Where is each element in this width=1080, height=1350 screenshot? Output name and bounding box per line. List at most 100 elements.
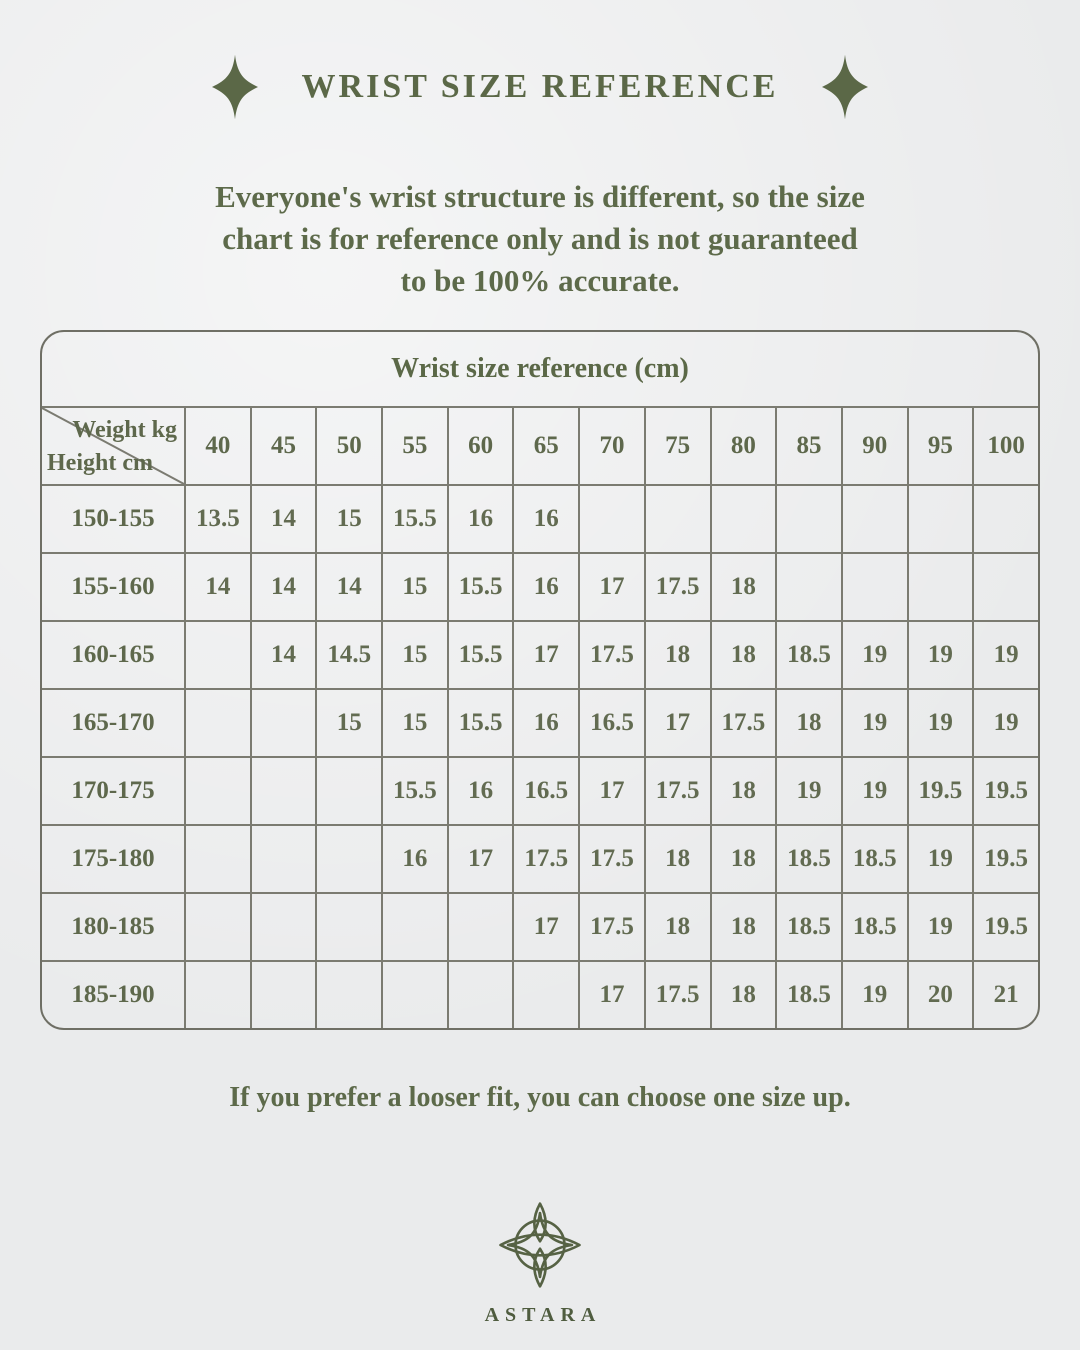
intro-line: chart is for reference only and is not g… <box>222 221 858 256</box>
size-cell: 19 <box>840 688 909 758</box>
size-cell: 18 <box>709 756 778 826</box>
weight-col-header: 75 <box>643 406 712 486</box>
size-cell <box>249 688 318 758</box>
size-cell: 19 <box>840 960 909 1028</box>
size-cell <box>775 552 843 622</box>
size-cell: 16 <box>512 688 581 758</box>
height-row-header: 170-175 <box>42 756 186 826</box>
size-cell <box>249 756 318 826</box>
size-cell <box>184 620 252 690</box>
weight-col-header: 45 <box>249 406 318 486</box>
size-cell: 15.5 <box>446 620 515 690</box>
size-cell: 15.5 <box>446 688 515 758</box>
size-cell: 19 <box>840 756 909 826</box>
size-cell: 17 <box>512 892 581 962</box>
height-row-header: 160-165 <box>42 620 186 690</box>
size-cell <box>643 484 712 554</box>
weight-col-header: 95 <box>906 406 975 486</box>
size-cell: 19 <box>906 620 975 690</box>
weight-col-header: 85 <box>775 406 843 486</box>
size-cell <box>184 892 252 962</box>
size-cell: 19 <box>775 756 843 826</box>
size-cell <box>315 892 384 962</box>
size-cell: 19 <box>972 688 1038 758</box>
size-cell: 20 <box>906 960 975 1028</box>
size-cell: 15 <box>381 620 449 690</box>
size-cell: 17 <box>578 756 646 826</box>
size-cell <box>249 824 318 894</box>
size-cell <box>184 824 252 894</box>
size-cell: 15.5 <box>381 484 449 554</box>
intro-text: Everyone's wrist structure is different,… <box>0 176 1080 302</box>
weight-col-header: 55 <box>381 406 449 486</box>
size-cell: 18.5 <box>840 824 909 894</box>
size-cell: 17 <box>643 688 712 758</box>
size-cell <box>184 688 252 758</box>
corner-cell: Weight kg Height cm <box>42 406 186 486</box>
size-cell: 14 <box>249 620 318 690</box>
size-cell: 16 <box>446 756 515 826</box>
size-cell: 14 <box>184 552 252 622</box>
size-cell <box>906 484 975 554</box>
brand-block: ASTARA <box>0 1198 1080 1327</box>
intro-line: to be 100% accurate. <box>400 263 680 298</box>
sparkle-icon <box>822 54 869 120</box>
size-cell <box>184 960 252 1028</box>
diagonal-divider <box>42 408 184 484</box>
size-cell: 18 <box>709 960 778 1028</box>
size-cell <box>315 756 384 826</box>
page-header: WRIST SIZE REFERENCE <box>0 0 1080 120</box>
size-cell: 17 <box>512 620 581 690</box>
size-cell: 19.5 <box>972 756 1038 826</box>
size-cell <box>249 960 318 1028</box>
corner-height-label: Height cm <box>47 450 153 476</box>
height-row-header: 150-155 <box>42 484 186 554</box>
size-cell: 13.5 <box>184 484 252 554</box>
size-cell: 15 <box>315 484 384 554</box>
table-title: Wrist size reference (cm) <box>391 353 689 384</box>
size-cell: 19.5 <box>972 824 1038 894</box>
footer-note: If you prefer a looser fit, you can choo… <box>229 1082 851 1113</box>
table-row: 160-165 14 14.5 15 15.5 17 17.5 18 18 18.5 19 19 19 <box>42 620 1038 690</box>
size-cell: 18 <box>643 620 712 690</box>
size-cell: 16 <box>381 824 449 894</box>
size-cell: 16 <box>512 484 581 554</box>
size-cell <box>315 824 384 894</box>
height-row-header: 180-185 <box>42 892 186 962</box>
table-row: 150-155 13.5 14 15 15.5 16 16 <box>42 484 1038 554</box>
sparkle-icon <box>211 54 258 120</box>
size-cell: 14 <box>249 484 318 554</box>
size-cell: 19 <box>906 688 975 758</box>
size-cell: 17.5 <box>578 824 646 894</box>
height-row-header: 165-170 <box>42 688 186 758</box>
table-row: 175-180 16 17 17.5 17.5 18 18 18.5 18.5 19 19.5 <box>42 824 1038 894</box>
size-cell: 18 <box>709 620 778 690</box>
weight-col-header: 60 <box>446 406 515 486</box>
size-cell: 18.5 <box>775 620 843 690</box>
size-chart-table: Weight kg Height cm 40 45 50 55 60 65 70 75 80 85… <box>42 406 1038 1028</box>
size-cell <box>512 960 581 1028</box>
size-cell: 14 <box>315 552 384 622</box>
size-cell <box>315 960 384 1028</box>
size-cell: 18 <box>709 892 778 962</box>
size-cell: 18 <box>709 552 778 622</box>
size-cell: 17 <box>578 552 646 622</box>
size-cell <box>840 484 909 554</box>
size-cell <box>381 892 449 962</box>
brand-name: ASTARA <box>484 1304 602 1326</box>
height-row-header: 175-180 <box>42 824 186 894</box>
size-cell: 18.5 <box>775 960 843 1028</box>
size-cell <box>709 484 778 554</box>
size-cell: 17.5 <box>643 552 712 622</box>
size-cell <box>381 960 449 1028</box>
size-cell: 17.5 <box>578 620 646 690</box>
size-cell: 18.5 <box>775 824 843 894</box>
table-row: 170-175 15.5 16 16.5 17 17.5 18 19 19 19.5 19.5 <box>42 756 1038 826</box>
size-cell: 17 <box>578 960 646 1028</box>
size-cell: 19 <box>972 620 1038 690</box>
height-row-header: 185-190 <box>42 960 186 1028</box>
height-row-header: 155-160 <box>42 552 186 622</box>
weight-col-header: 70 <box>578 406 646 486</box>
intro-line: Everyone's wrist structure is different,… <box>215 179 865 214</box>
size-cell: 16 <box>446 484 515 554</box>
